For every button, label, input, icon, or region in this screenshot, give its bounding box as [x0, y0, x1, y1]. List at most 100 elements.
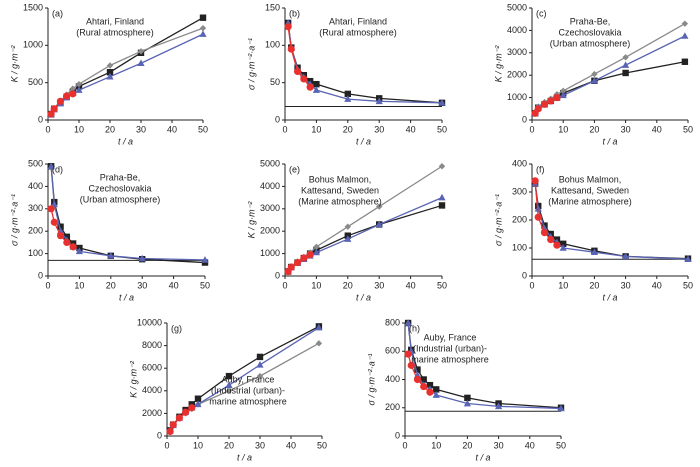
x-tick-label: 20	[105, 124, 115, 134]
marker	[313, 80, 320, 88]
x-axis-label: t / a	[119, 292, 134, 302]
marker	[344, 90, 351, 98]
marker	[75, 247, 83, 255]
marker	[464, 394, 471, 402]
marker	[75, 80, 83, 88]
marker	[107, 252, 115, 259]
y-tick-label: 4000	[142, 385, 162, 395]
marker	[199, 30, 207, 37]
x-tick-label: 0	[529, 280, 534, 290]
y-tick-label: 0	[395, 430, 400, 440]
marker	[256, 372, 264, 380]
panel: 0 1000 2000 3000 4000 5000 0 10 20 30 40 50 t / a K /…	[246, 158, 447, 302]
marker	[433, 386, 440, 393]
x-tick-label: 50	[200, 280, 210, 290]
marker	[306, 83, 314, 91]
y-tick-label: 800	[385, 317, 400, 327]
marker	[547, 236, 555, 244]
marker	[315, 340, 323, 347]
marker	[375, 97, 383, 105]
x-tick-label: 50	[317, 440, 327, 450]
marker	[557, 404, 565, 412]
x-tick-label: 10	[74, 124, 84, 134]
annotation: (Marine atmosphere)	[548, 196, 632, 206]
marker	[622, 252, 630, 260]
x-tick-label: 0	[529, 124, 534, 134]
marker	[495, 402, 503, 410]
y-tick-label: 100	[28, 248, 43, 258]
marker	[300, 254, 308, 262]
marker	[199, 14, 207, 21]
x-axis-label: t / a	[356, 136, 371, 146]
x-tick-label: 0	[282, 124, 287, 134]
series-line	[50, 33, 204, 116]
marker	[57, 223, 64, 230]
marker	[63, 238, 71, 246]
y-axis-label: K / g·m⁻²	[9, 45, 19, 83]
marker	[681, 58, 689, 65]
marker	[137, 48, 145, 55]
x-tick-label: 0	[45, 280, 50, 290]
marker	[376, 203, 383, 210]
x-tick-label: 10	[74, 280, 84, 290]
y-tick-label: 100	[265, 40, 280, 50]
marker	[137, 59, 145, 67]
y-tick-label: 150	[265, 2, 280, 12]
y-tick-label: 100	[512, 242, 527, 252]
x-tick-label: 20	[343, 280, 353, 290]
marker	[540, 100, 549, 108]
marker	[201, 256, 209, 263]
marker	[56, 232, 65, 240]
y-tick-label: 200	[512, 214, 527, 224]
x-tick-label: 40	[169, 280, 179, 290]
x-tick-label: 30	[374, 124, 384, 134]
marker	[56, 97, 64, 105]
x-tick-label: 40	[286, 440, 296, 450]
marker	[69, 85, 76, 92]
marker	[313, 243, 320, 251]
marker	[69, 243, 77, 251]
marker	[413, 375, 422, 384]
marker	[404, 319, 412, 326]
x-axis-label: t / a	[237, 452, 252, 462]
marker	[300, 75, 308, 83]
y-tick-label: 5000	[260, 158, 280, 168]
x-tick-label: 50	[556, 440, 566, 450]
marker	[50, 105, 58, 113]
marker	[553, 94, 561, 102]
marker	[138, 254, 146, 262]
x-tick-label: 40	[406, 124, 416, 134]
marker	[166, 427, 174, 436]
marker	[407, 361, 415, 369]
annotation: Praha-Be,	[100, 172, 141, 182]
y-tick-label: 2000	[507, 70, 527, 80]
y-tick-label: 5000	[507, 2, 527, 12]
y-axis-label: σ / g·m⁻²·a⁻¹	[246, 38, 256, 90]
marker	[438, 99, 446, 106]
marker	[547, 97, 555, 105]
marker	[560, 240, 567, 247]
x-tick-label: 40	[652, 280, 662, 290]
x-tick-label: 20	[589, 124, 599, 134]
x-tick-label: 20	[343, 124, 353, 134]
marker	[284, 23, 292, 31]
marker	[312, 248, 320, 256]
marker	[344, 223, 351, 230]
y-tick-label: 8000	[142, 340, 162, 350]
x-tick-label: 0	[282, 280, 287, 290]
x-tick-label: 50	[683, 124, 693, 134]
y-tick-label: 0	[522, 270, 527, 280]
x-tick-label: 0	[45, 124, 50, 134]
y-tick-label: 200	[28, 226, 43, 236]
marker	[106, 62, 114, 69]
marker	[414, 366, 421, 373]
y-tick-label: 1000	[23, 40, 43, 50]
y-tick-label: 10000	[137, 317, 162, 327]
y-tick-label: 50	[270, 77, 280, 87]
marker	[312, 86, 320, 93]
x-tick-label: 40	[406, 280, 416, 290]
marker	[50, 218, 58, 226]
x-tick-label: 30	[374, 280, 384, 290]
marker	[182, 408, 190, 416]
